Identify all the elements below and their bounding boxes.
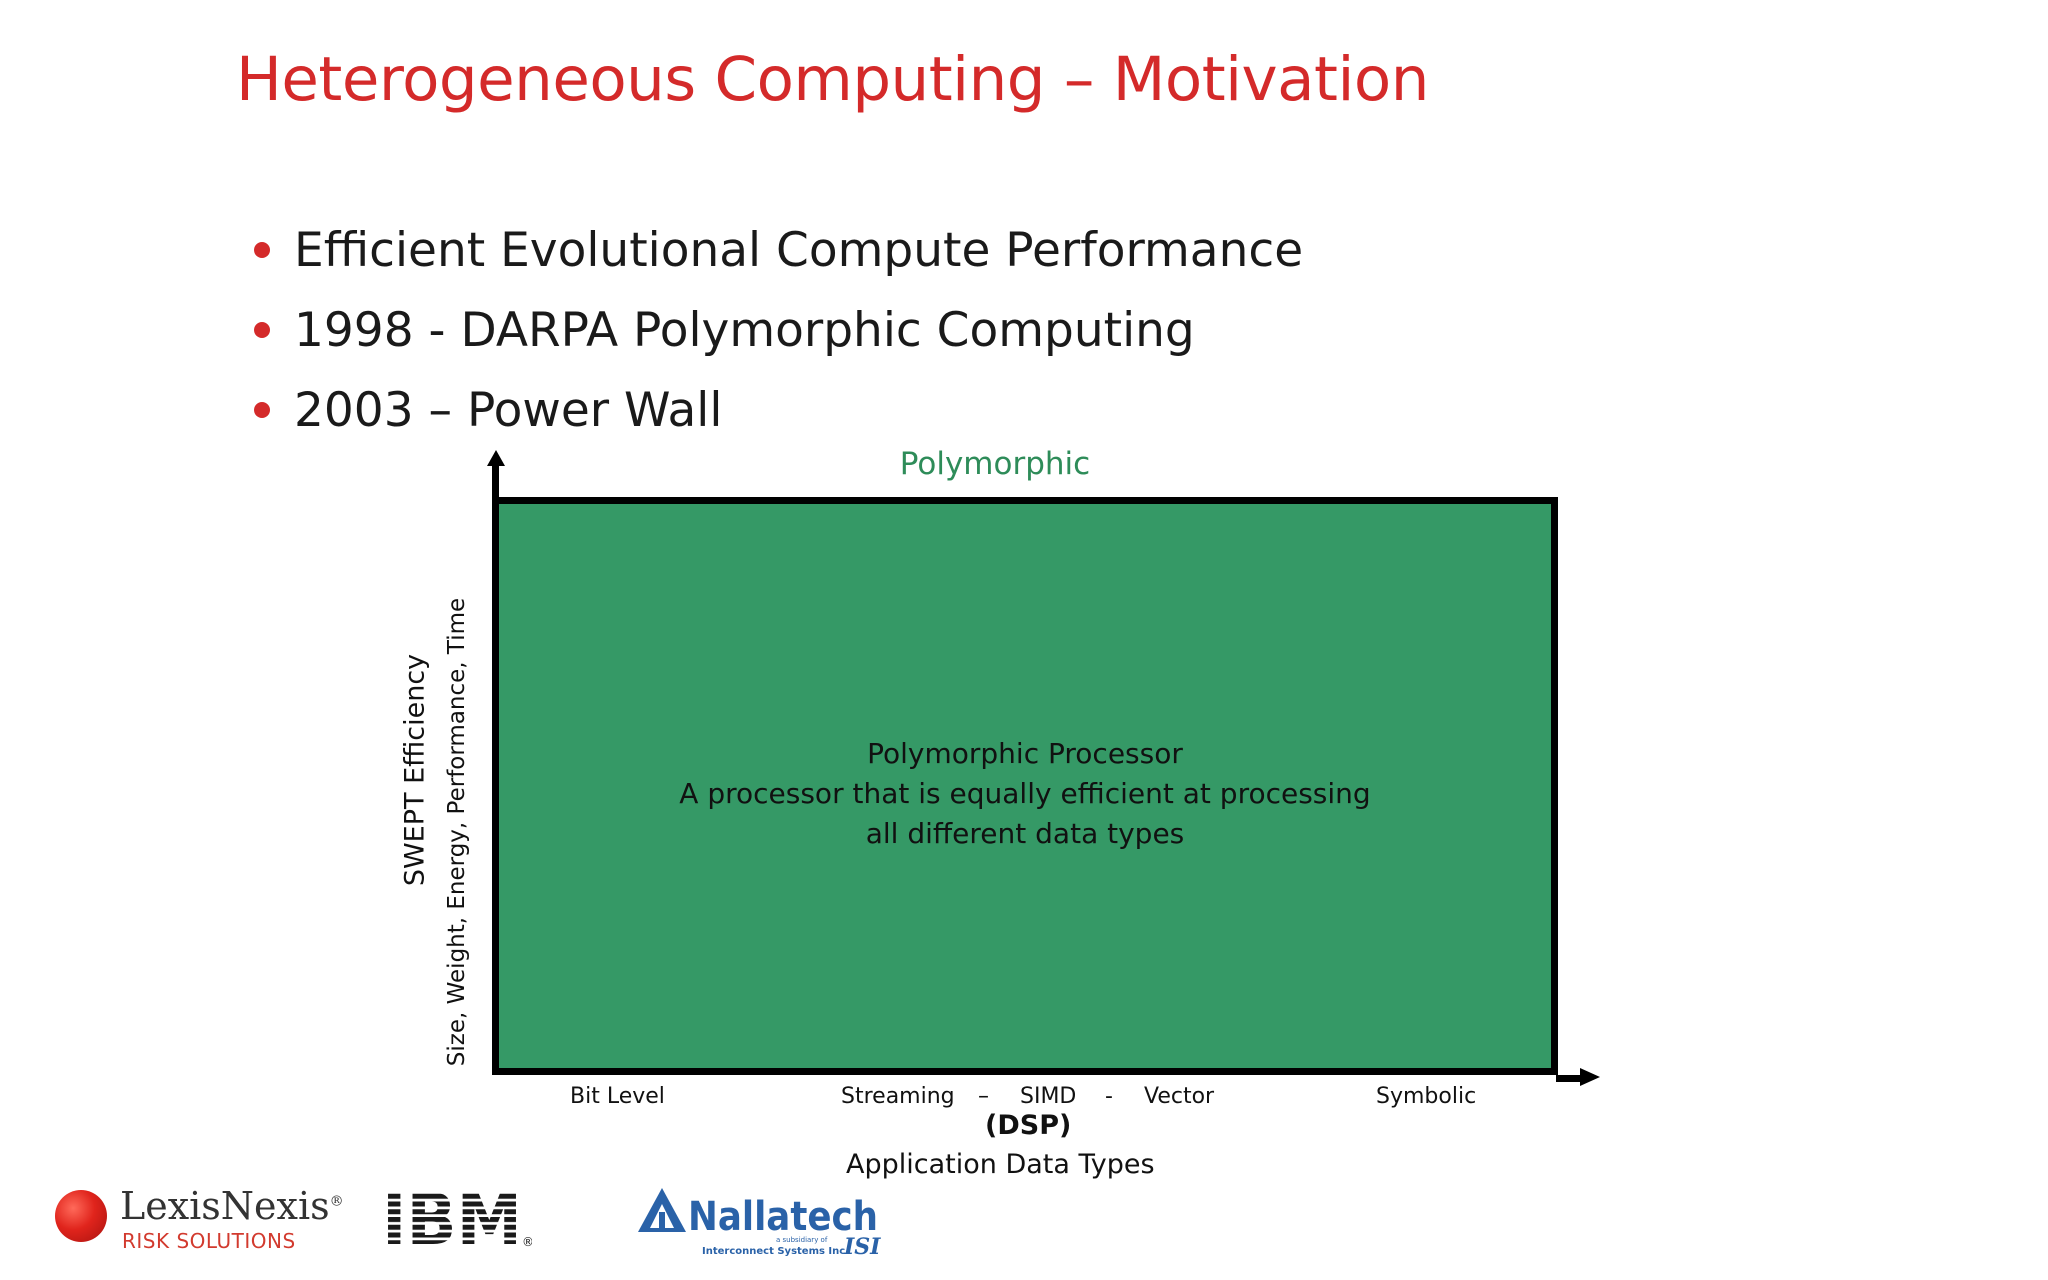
bullet-item: Efficient Evolutional Compute Performanc… (254, 210, 1303, 290)
ibm-logo-registered: ® (522, 1235, 532, 1248)
region-line-1: A processor that is equally efficient at… (679, 777, 1371, 810)
lexisnexis-logo-subtitle: RISK SOLUTIONS (122, 1229, 296, 1253)
ibm-logo-icon: IBM ® (382, 1186, 532, 1248)
bullet-dot (254, 242, 270, 258)
bullet-item: 2003 – Power Wall (254, 370, 1303, 450)
polymorphic-label: Polymorphic (899, 446, 1091, 482)
x-tick-vector: Vector (1144, 1084, 1215, 1109)
x-tick-separator: - (1105, 1084, 1113, 1109)
x-axis-line (1556, 1075, 1582, 1082)
bullet-dot (254, 322, 270, 338)
y-axis-arrow-icon (487, 450, 505, 466)
isi-logo-text: ISI (843, 1234, 881, 1256)
slide-title: Heterogeneous Computing – Motivation (236, 44, 1429, 115)
x-tick-streaming: Streaming (841, 1084, 955, 1109)
x-tick-symbolic: Symbolic (1376, 1084, 1477, 1109)
x-tick-simd: SIMD (1020, 1084, 1077, 1109)
polymorphic-region: Polymorphic Processor A processor that i… (492, 497, 1558, 1075)
bullet-text: Efficient Evolutional Compute Performanc… (294, 222, 1304, 278)
x-tick-separator: – (978, 1084, 989, 1109)
lexisnexis-logo-name: LexisNexis® (120, 1184, 344, 1228)
bullet-list: Efficient Evolutional Compute Performanc… (254, 210, 1303, 450)
x-tick-bit-level: Bit Level (570, 1084, 665, 1109)
bullet-text: 2003 – Power Wall (294, 382, 723, 438)
x-axis-arrow-icon (1580, 1068, 1600, 1086)
y-axis-sublabel-text: Size, Weight, Energy, Performance, Time (444, 597, 470, 1067)
region-line-2: all different data types (865, 817, 1185, 850)
x-axis-title: Application Data Types (846, 1149, 1155, 1180)
bullet-item: 1998 - DARPA Polymorphic Computing (254, 290, 1303, 370)
y-axis-line (492, 460, 499, 505)
y-axis-label-text: SWEPT Efficiency (399, 653, 431, 887)
lexisnexis-logo-icon (55, 1190, 107, 1242)
ibm-logo-text: IBM (382, 1186, 522, 1248)
region-title: Polymorphic Processor (867, 737, 1183, 770)
nallatech-logo-subtitle: Interconnect Systems Inc. (702, 1246, 849, 1256)
nallatech-logo-icon: Nallatech a subsidiary of Interconnect S… (638, 1188, 881, 1256)
bullet-text: 1998 - DARPA Polymorphic Computing (294, 302, 1195, 358)
bullet-dot (254, 402, 270, 418)
nallatech-logo-text: Nallatech (688, 1194, 878, 1240)
x-tick-dsp: (DSP) (985, 1110, 1072, 1141)
region-text: Polymorphic Processor A processor that i… (499, 734, 1551, 854)
nallatech-logo-small: a subsidiary of (776, 1236, 828, 1244)
